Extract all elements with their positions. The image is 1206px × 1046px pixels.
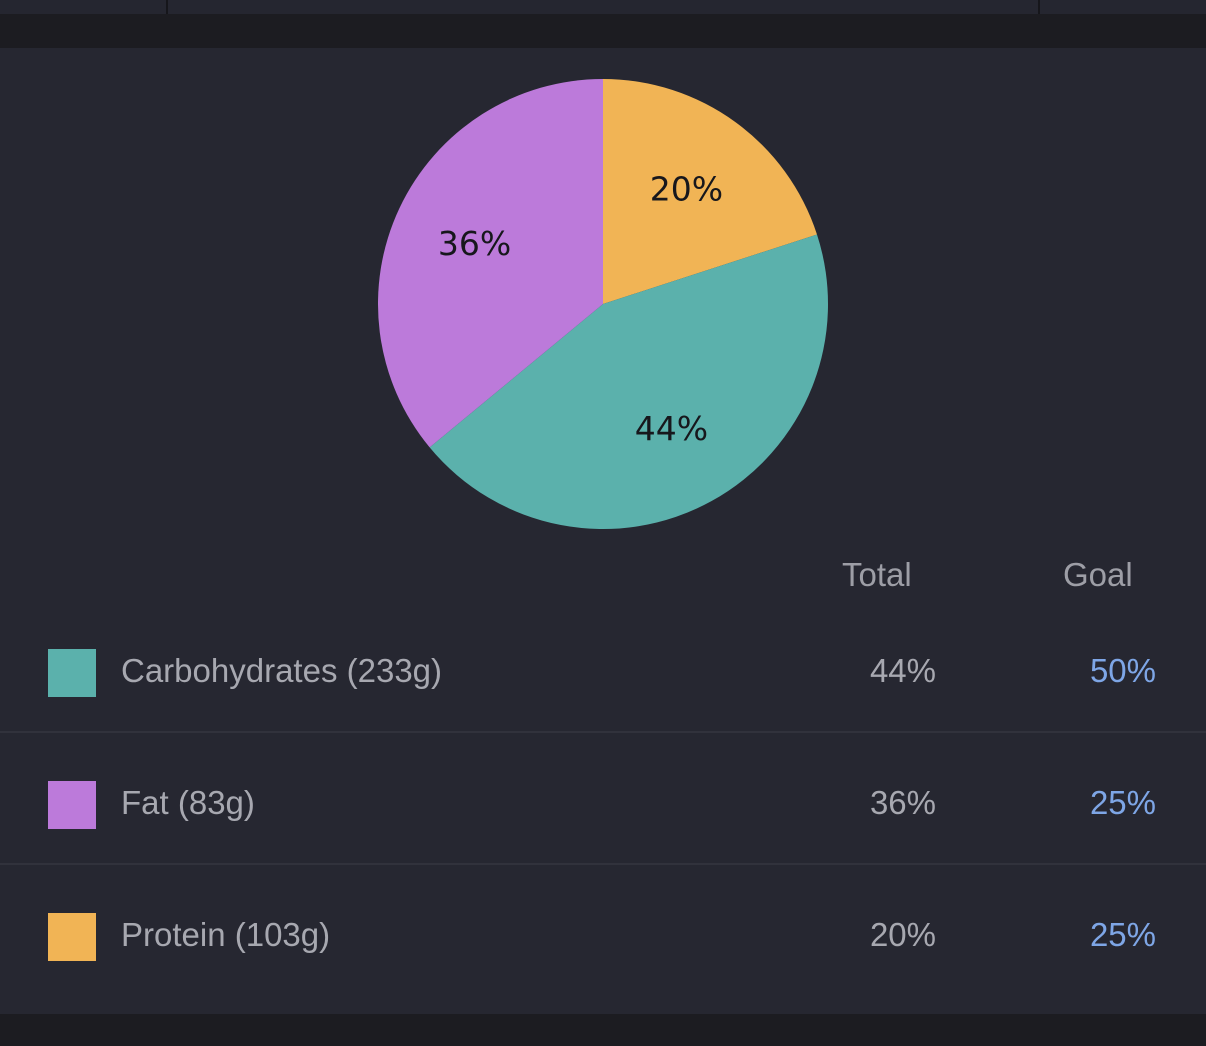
fat-goal[interactable]: 25% <box>1089 784 1156 821</box>
goal-column-header: Goal <box>1063 556 1133 593</box>
carbohydrates-total: 44% <box>869 652 936 689</box>
pie-slice-2 <box>377 79 603 448</box>
carbohydrates-swatch <box>48 649 96 697</box>
bottom-bar <box>0 1014 1206 1046</box>
pie-svg: 20% 44% 36% <box>377 79 829 530</box>
total-column-header: Total <box>842 556 912 593</box>
macro-row-protein[interactable]: Protein (103g) 20% 25% <box>0 865 1206 997</box>
carbohydrates-label: Carbohydrates (233g) <box>121 652 443 689</box>
pie-slice-label-0: 20% <box>650 170 723 209</box>
top-bar-divider <box>1038 0 1040 14</box>
pie-slice-0 <box>603 79 817 304</box>
row-separator <box>0 863 1206 865</box>
fat-swatch <box>48 781 96 829</box>
protein-goal[interactable]: 25% <box>1089 916 1156 953</box>
macro-pie-chart: 20% 44% 36% <box>0 48 1206 558</box>
protein-label: Protein (103g) <box>121 916 331 953</box>
top-bar-divider <box>166 0 168 14</box>
macro-row-fat[interactable]: Fat (83g) 36% 25% <box>0 733 1206 865</box>
pie-slice-label-1: 44% <box>635 409 708 448</box>
macro-row-carbohydrates[interactable]: Carbohydrates (233g) 44% 50% <box>0 601 1206 733</box>
protein-total: 20% <box>869 916 936 953</box>
row-separator <box>0 731 1206 733</box>
protein-swatch <box>48 913 96 961</box>
pie-slice-label-2: 36% <box>438 224 511 263</box>
carbohydrates-goal[interactable]: 50% <box>1089 652 1156 689</box>
macronutrients-panel: 20% 44% 36% Total Goal Carbohydrates (233g… <box>0 48 1206 1014</box>
pie-slice-1 <box>429 234 829 530</box>
top-bar <box>0 0 1206 14</box>
fat-total: 36% <box>869 784 936 821</box>
fat-label: Fat (83g) <box>121 784 255 821</box>
